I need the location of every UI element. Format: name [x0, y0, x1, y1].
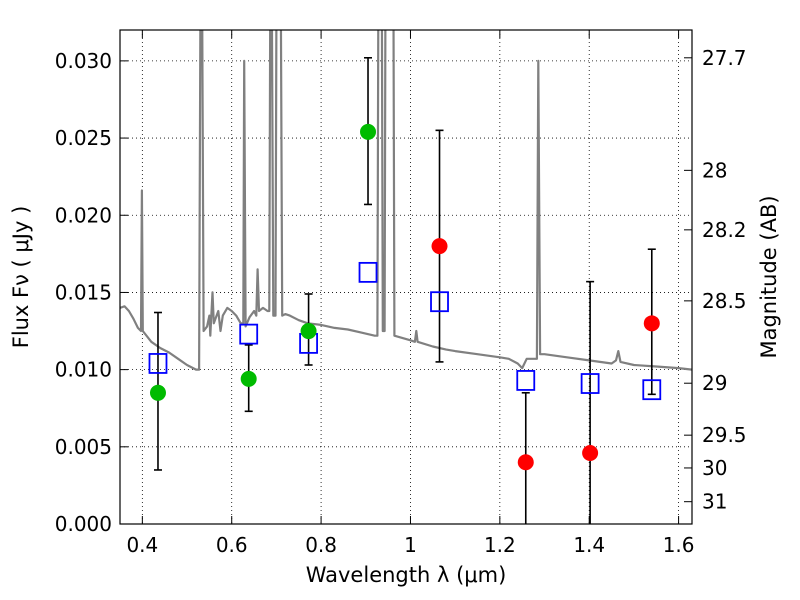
- observed-point: [517, 454, 534, 471]
- y-tick-labels: 0.000 0.005 0.010 0.015 0.020 0.025 0.030: [55, 49, 112, 536]
- y2-tick-label: 28.2: [702, 218, 747, 242]
- model-point-square: [239, 323, 259, 345]
- model-spectrum-line: [120, 30, 692, 371]
- y-tick-label: 0.010: [55, 358, 112, 382]
- y2-tick-label: 29: [702, 371, 727, 395]
- model-point-square: [642, 379, 662, 401]
- y-tick-label: 0.020: [55, 203, 112, 227]
- y-tick-label: 0.015: [55, 280, 112, 304]
- y2-axis-label: Magnitude (AB): [757, 195, 781, 358]
- x-tick-label: 1.2: [484, 533, 516, 557]
- x-tick-label: 1.6: [663, 533, 695, 557]
- y2-tick-label: 31: [702, 490, 727, 514]
- model-point-square: [580, 373, 600, 394]
- model-point-square: [516, 370, 536, 391]
- observed-point: [643, 315, 660, 332]
- x-tick-label: 1: [404, 533, 417, 557]
- model-points: [148, 261, 662, 401]
- y-tick-label: 0.000: [55, 512, 112, 536]
- y-axis-label: Flux Fν ( μJy ): [9, 206, 33, 349]
- y-tick-label: 0.025: [55, 126, 112, 150]
- x-tick-labels: 0.4 0.6 0.8 1 1.2 1.4 1.6: [126, 533, 694, 557]
- observed-point: [149, 384, 166, 401]
- y2-tick-label: 30: [702, 456, 727, 480]
- observed-point: [582, 444, 599, 461]
- y2-tick-label: 29.5: [702, 423, 747, 447]
- axis-ticks: [120, 30, 692, 525]
- x-tick-label: 0.4: [126, 533, 158, 557]
- x-tick-label: 0.6: [216, 533, 248, 557]
- observed-point: [240, 370, 257, 387]
- y2-tick-label: 28.5: [702, 289, 747, 313]
- observed-points: [149, 123, 660, 471]
- y-tick-label: 0.005: [55, 435, 112, 459]
- y2-tick-label: 27.7: [702, 46, 747, 70]
- y2-tick-labels: 27.7 28 28.2 28.5 29 29.5 30 31: [702, 46, 747, 514]
- x-axis-label: Wavelength λ (μm): [306, 563, 507, 587]
- y-tick-label: 0.030: [55, 49, 112, 73]
- observed-point: [431, 238, 448, 255]
- observed-point: [300, 323, 317, 340]
- plot-frame: [119, 29, 693, 525]
- plot-area: [120, 30, 692, 524]
- x-tick-label: 0.8: [305, 533, 337, 557]
- x-tick-label: 1.4: [573, 533, 605, 557]
- model-point-square: [148, 353, 168, 374]
- observed-point: [360, 123, 377, 140]
- model-spectrum-layer: [120, 30, 692, 371]
- model-point-square: [430, 291, 449, 313]
- y2-tick-label: 28: [702, 158, 727, 182]
- model-point-square: [358, 261, 378, 283]
